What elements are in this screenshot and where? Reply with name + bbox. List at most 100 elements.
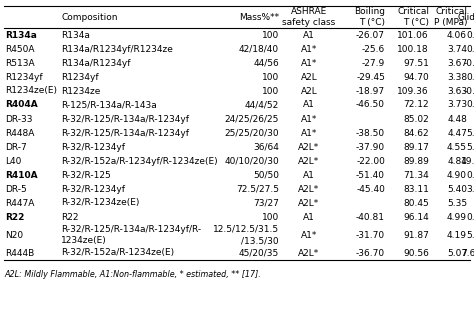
Text: 5.35: 5.35 [447, 198, 467, 208]
Text: 3.74: 3.74 [447, 44, 467, 54]
Text: A2L: A2L [301, 87, 318, 95]
Text: Composition: Composition [61, 13, 118, 21]
Text: Glide: Glide [457, 13, 474, 21]
Text: 50/50: 50/50 [253, 170, 279, 180]
Text: 4.48: 4.48 [447, 114, 467, 123]
Text: -22.00: -22.00 [356, 157, 385, 165]
Text: R410A: R410A [5, 170, 37, 180]
Text: 91.87: 91.87 [403, 231, 429, 239]
Text: R513A: R513A [5, 59, 35, 67]
Text: 36/64: 36/64 [253, 142, 279, 152]
Text: -0.2: -0.2 [464, 87, 474, 95]
Text: 109.36: 109.36 [397, 87, 429, 95]
Text: 0.8: 0.8 [466, 100, 474, 110]
Text: 100: 100 [262, 31, 279, 39]
Text: 100: 100 [262, 213, 279, 221]
Text: 101.06: 101.06 [397, 31, 429, 39]
Text: 4.47: 4.47 [447, 129, 467, 138]
Text: A1*: A1* [301, 44, 317, 54]
Text: 7.60: 7.60 [461, 249, 474, 257]
Text: R1234ze(E): R1234ze(E) [5, 87, 57, 95]
Text: 89.89: 89.89 [403, 157, 429, 165]
Text: 4.55: 4.55 [447, 142, 467, 152]
Text: 100.18: 100.18 [397, 44, 429, 54]
Text: Mass%**: Mass%** [239, 13, 279, 21]
Text: -18.97: -18.97 [356, 87, 385, 95]
Text: 97.51: 97.51 [403, 59, 429, 67]
Text: 24/25/26/25: 24/25/26/25 [225, 114, 279, 123]
Text: R-32/R-1234ze(E): R-32/R-1234ze(E) [61, 198, 139, 208]
Text: 0.0: 0.0 [466, 31, 474, 39]
Text: 19.5: 19.5 [461, 157, 474, 165]
Text: 44/56: 44/56 [253, 59, 279, 67]
Text: 71.34: 71.34 [403, 170, 429, 180]
Text: R-32/R-125/R-134a/R-1234yf: R-32/R-125/R-134a/R-1234yf [61, 129, 189, 138]
Text: R447A: R447A [5, 198, 35, 208]
Text: R-32/R-1234yf: R-32/R-1234yf [61, 142, 125, 152]
Text: R444B: R444B [5, 249, 34, 257]
Text: 100: 100 [262, 72, 279, 82]
Text: A2L*: A2L* [298, 249, 319, 257]
Text: 83.11: 83.11 [403, 185, 429, 193]
Text: R404A: R404A [5, 100, 38, 110]
Text: -40.81: -40.81 [356, 213, 385, 221]
Text: R134a/R1234yf/R1234ze: R134a/R1234yf/R1234ze [61, 44, 173, 54]
Text: -26.07: -26.07 [356, 31, 385, 39]
Text: 90.56: 90.56 [403, 249, 429, 257]
Text: 3.63: 3.63 [447, 87, 467, 95]
Text: DR-33: DR-33 [5, 114, 33, 123]
Text: R22: R22 [61, 213, 79, 221]
Text: 3.67: 3.67 [447, 59, 467, 67]
Text: 0.0: 0.0 [466, 213, 474, 221]
Text: 42/18/40: 42/18/40 [239, 44, 279, 54]
Text: 4.90: 4.90 [447, 170, 467, 180]
Text: R134a/R1234yf: R134a/R1234yf [61, 59, 130, 67]
Text: 44/4/52: 44/4/52 [245, 100, 279, 110]
Text: 5.9: 5.9 [466, 231, 474, 239]
Text: -25.6: -25.6 [362, 44, 385, 54]
Text: R-32/R-152a/R-1234yf/R-1234ze(E): R-32/R-152a/R-1234yf/R-1234ze(E) [61, 157, 218, 165]
Text: R-125/R-134a/R-143a: R-125/R-134a/R-143a [61, 100, 157, 110]
Text: Critical
T (°C): Critical T (°C) [397, 7, 429, 27]
Text: A2L: Mildly Flammable, A1:Non-flammable, * estimated, ** [17].: A2L: Mildly Flammable, A1:Non-flammable,… [4, 270, 261, 279]
Text: 4.99: 4.99 [447, 213, 467, 221]
Text: 72.12: 72.12 [403, 100, 429, 110]
Text: DR-7: DR-7 [5, 142, 27, 152]
Text: 94.70: 94.70 [403, 72, 429, 82]
Text: A2L*: A2L* [298, 157, 319, 165]
Text: 100: 100 [262, 87, 279, 95]
Text: -31.70: -31.70 [356, 231, 385, 239]
Text: -45.40: -45.40 [356, 185, 385, 193]
Text: A2L: A2L [301, 72, 318, 82]
Text: A1: A1 [303, 170, 315, 180]
Text: 96.14: 96.14 [403, 213, 429, 221]
Text: R-32/R-152a/R-1234ze(E): R-32/R-152a/R-1234ze(E) [61, 249, 174, 257]
Text: 89.17: 89.17 [403, 142, 429, 152]
Text: R450A: R450A [5, 44, 35, 54]
Text: 0.1: 0.1 [466, 170, 474, 180]
Text: 3.9: 3.9 [466, 185, 474, 193]
Text: A1*: A1* [301, 114, 317, 123]
Text: R1234yf: R1234yf [5, 72, 43, 82]
Text: A1: A1 [303, 213, 315, 221]
Text: A2L*: A2L* [298, 142, 319, 152]
Text: N20: N20 [5, 231, 23, 239]
Text: A1: A1 [303, 31, 315, 39]
Text: R-32/R-1234yf: R-32/R-1234yf [61, 185, 125, 193]
Text: -51.40: -51.40 [356, 170, 385, 180]
Text: 3.38: 3.38 [447, 72, 467, 82]
Text: R22: R22 [5, 213, 24, 221]
Text: 73/27: 73/27 [253, 198, 279, 208]
Text: 5.40: 5.40 [447, 185, 467, 193]
Text: A1: A1 [303, 100, 315, 110]
Text: 3.73: 3.73 [447, 100, 467, 110]
Text: -29.45: -29.45 [356, 72, 385, 82]
Text: 5.07: 5.07 [447, 249, 467, 257]
Text: DR-5: DR-5 [5, 185, 27, 193]
Text: -38.50: -38.50 [356, 129, 385, 138]
Text: R448A: R448A [5, 129, 35, 138]
Text: A1*: A1* [301, 59, 317, 67]
Text: R1234yf: R1234yf [61, 72, 99, 82]
Text: 0.0: 0.0 [466, 72, 474, 82]
Text: R-32/R-125: R-32/R-125 [61, 170, 111, 180]
